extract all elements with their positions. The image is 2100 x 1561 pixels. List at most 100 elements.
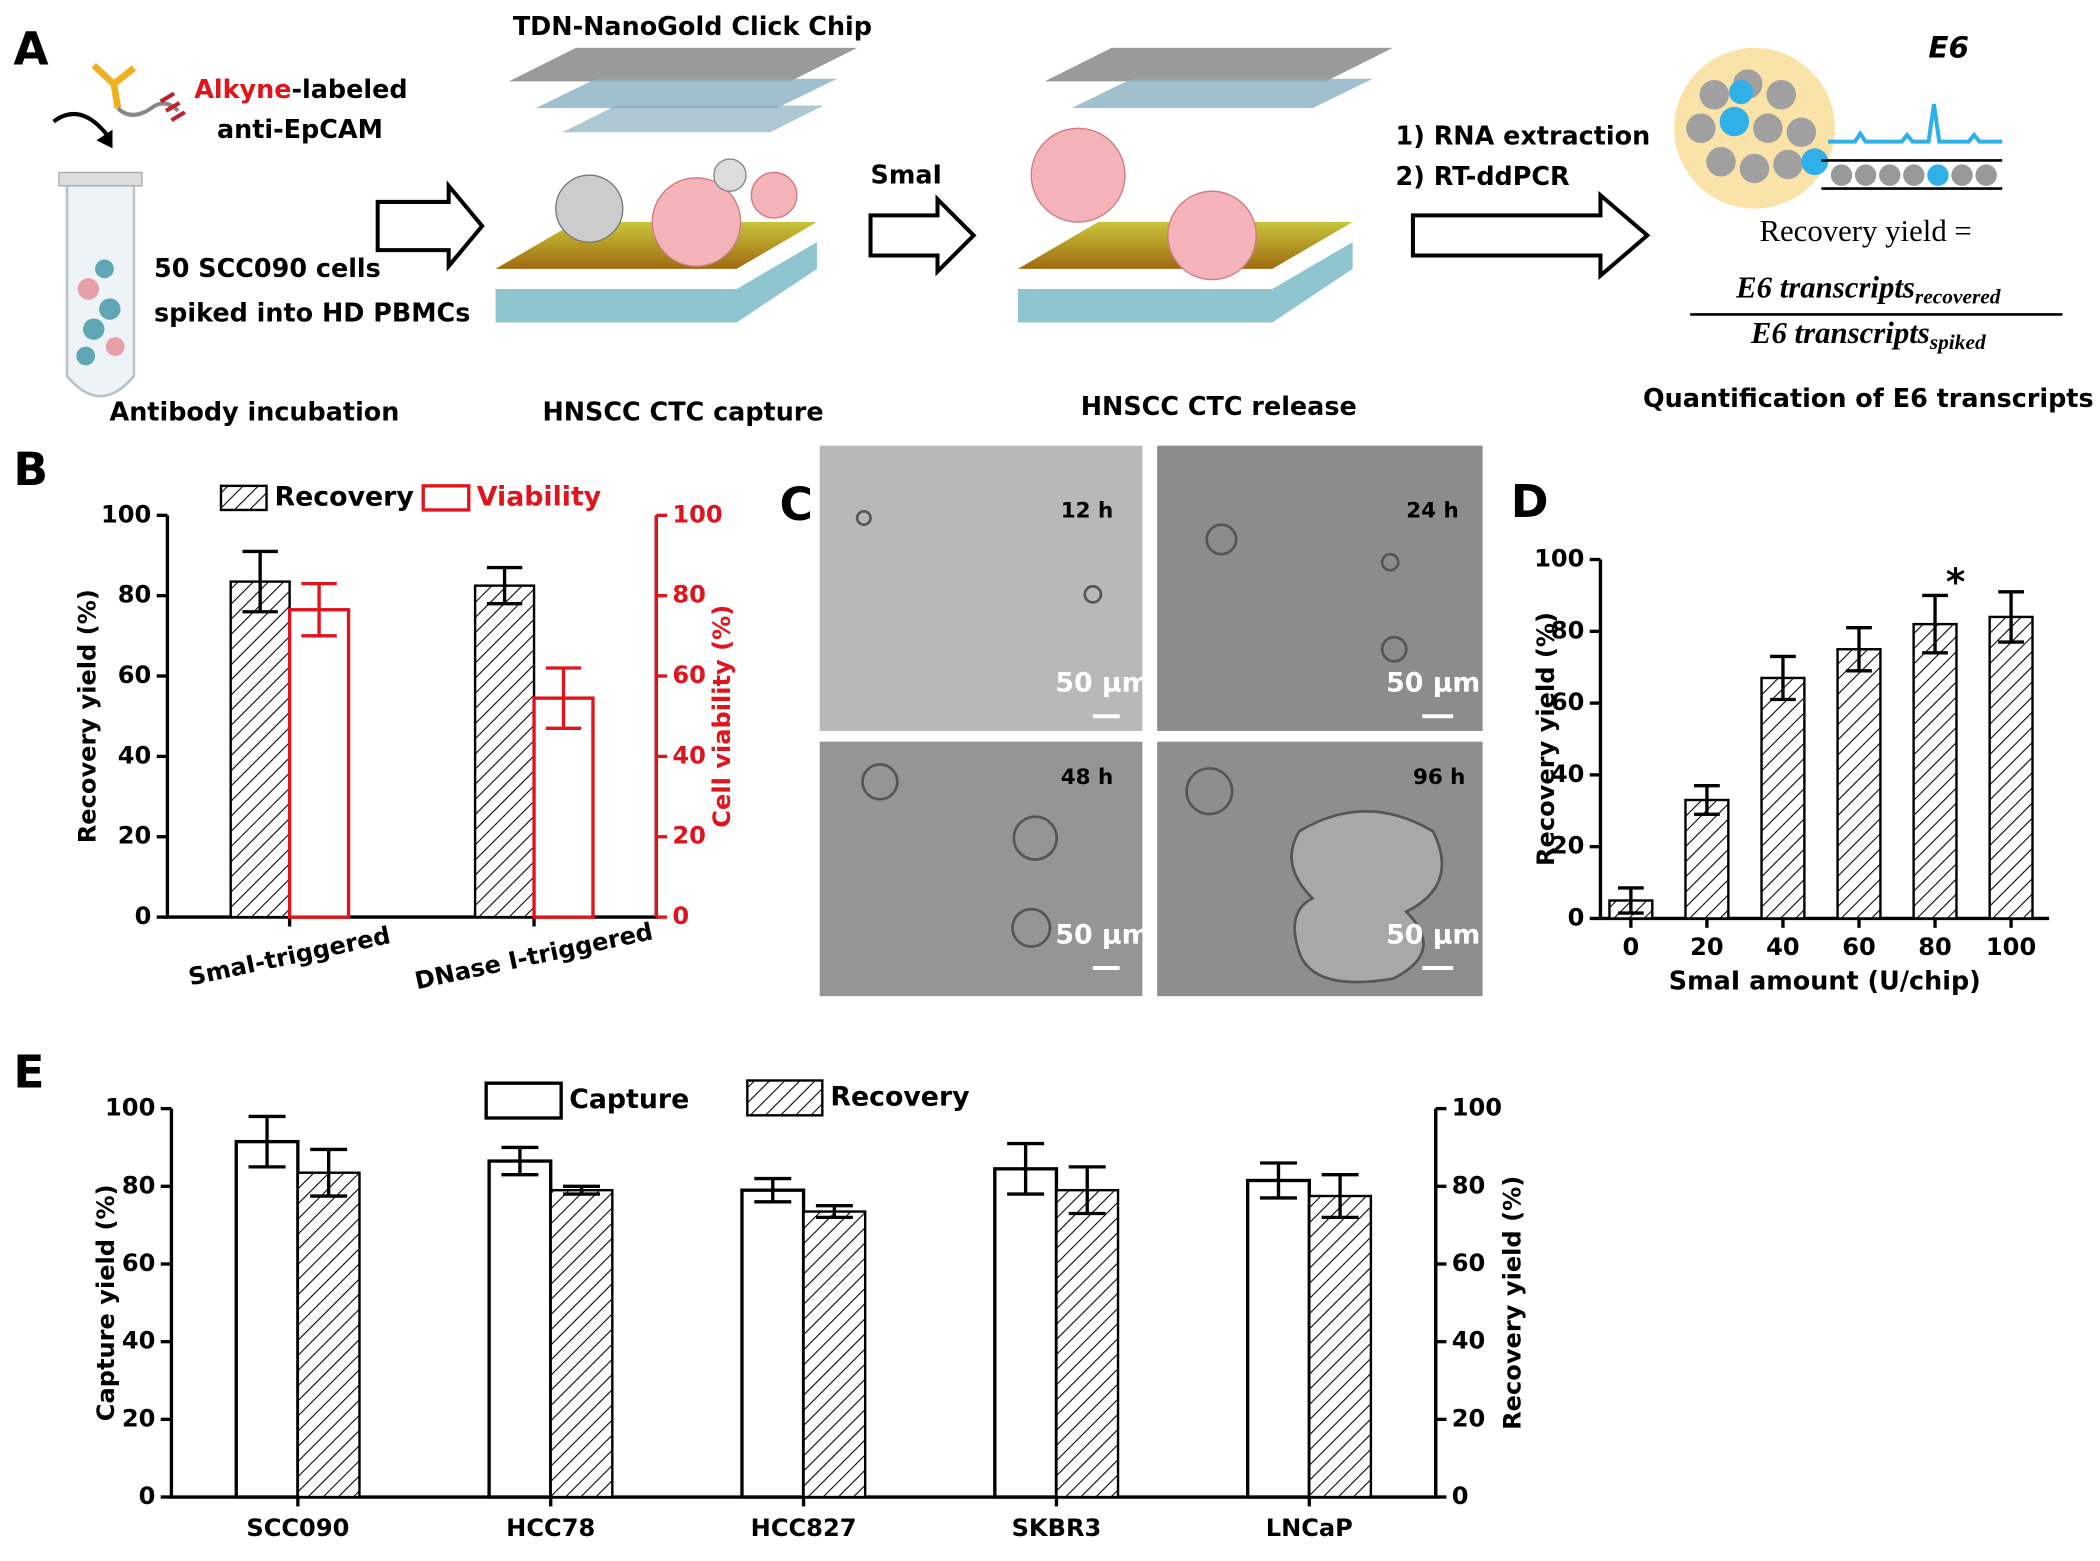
x-tick-label: SmaI-triggered	[186, 921, 393, 991]
y-tick-label: 0	[1568, 903, 1585, 931]
scale-label: 50 µm	[1055, 919, 1149, 950]
y2-tick-label: 60	[1452, 1249, 1486, 1277]
tube	[58, 171, 143, 398]
y-tick-label: 100	[101, 500, 151, 528]
legend-swatch	[219, 484, 268, 512]
panel-a: A Alkyne-labeled anti-EpCAM 50 SCC090 ce…	[13, 11, 2093, 427]
label-part: Alkyne	[194, 74, 291, 104]
formula-part: spiked	[1929, 330, 1986, 354]
x-tick-label: DNase I-triggered	[412, 917, 655, 995]
error-bar	[815, 1204, 853, 1220]
y2-tick-label: 80	[1452, 1171, 1486, 1199]
chart: B 0 20 40 60 80 100 0 20 40 60 80 100 Recovery yield …	[13, 443, 736, 995]
bar	[993, 1167, 1059, 1499]
error-bar	[486, 565, 523, 606]
legend-swatch	[746, 1079, 824, 1117]
y-axis-label: Recovery yield (%)	[73, 589, 101, 843]
label: Alkyne-labeled	[194, 74, 407, 104]
annotation: *	[1946, 560, 1966, 604]
formula-part: E6 transcripts	[1735, 270, 1915, 304]
chart: D 0 20 40 60 80 100 Recovery yield (%) 0 20 40 60 80…	[1511, 475, 2050, 996]
error-bar	[563, 1184, 600, 1196]
y-tick-label: 20	[118, 822, 152, 850]
x-tick-label: 20	[1690, 933, 1724, 961]
bar	[234, 1139, 300, 1499]
x-tick-label: 60	[1842, 933, 1876, 961]
time-label: 24 h	[1406, 498, 1458, 523]
y-tick-label: 100	[1534, 545, 1584, 573]
x-tick-label: 0	[1622, 933, 1639, 961]
y2-tick-label: 20	[1452, 1404, 1486, 1432]
bar	[1684, 798, 1730, 920]
chart: E 0 20 40 60 80 100 0 20 40 60 80 100 Capture yield (…	[13, 1046, 1526, 1543]
bar	[740, 1188, 806, 1499]
y2-tick-label: 40	[1452, 1327, 1486, 1355]
y2-axis-label: Cell viability (%)	[708, 605, 736, 828]
block-arrow	[868, 194, 977, 277]
error-bar	[1259, 1161, 1297, 1200]
y-axis-label: Capture yield (%)	[92, 1184, 120, 1421]
x-tick-label: 40	[1766, 933, 1800, 961]
y-tick-label: 20	[1551, 832, 1585, 860]
label-part: -labeled	[291, 74, 407, 104]
time-label: 48 h	[1061, 765, 1113, 790]
y-tick-label: 60	[118, 661, 152, 689]
y-tick-label: 0	[139, 1482, 156, 1510]
axis-line	[1598, 559, 2050, 921]
panel-c: C 12 h 24 h 48 h 96 h 50 µm 50 µm 50 µm …	[779, 445, 1483, 997]
time-label: 96 h	[1413, 765, 1465, 790]
x-tick-label: 80	[1918, 933, 1952, 961]
error-bar	[1770, 654, 1796, 702]
bar	[473, 584, 536, 919]
chip-title: TDN-NanoGold Click Chip	[513, 11, 872, 41]
legend-swatch	[484, 1081, 563, 1120]
legend-label: Recovery	[830, 1081, 969, 1112]
bar	[549, 1188, 614, 1499]
formula-denominator: E6 transcriptsspiked	[1750, 316, 1986, 354]
y-tick-label: 80	[118, 581, 152, 609]
y2-tick-label: 0	[1452, 1482, 1469, 1510]
x-tick-label: HCC78	[506, 1514, 595, 1542]
bar	[1760, 676, 1806, 920]
y-tick-label: 60	[1551, 688, 1585, 716]
y-axis-label: Recovery yield (%)	[1532, 612, 1560, 866]
legend-label: Recovery	[275, 481, 414, 512]
bar	[487, 1159, 553, 1499]
error-bar	[1321, 1172, 1359, 1220]
error-bar	[301, 581, 337, 638]
step-caption: HNSCC CTC capture	[542, 397, 823, 427]
bar	[1308, 1194, 1373, 1499]
bar	[1246, 1178, 1311, 1499]
micrograph	[1157, 445, 1483, 731]
label: spiked into HD PBMCs	[154, 297, 470, 327]
micrograph	[819, 741, 1143, 997]
y2-tick-label: 100	[1452, 1094, 1502, 1122]
error-bar	[545, 666, 582, 730]
formula-lhs: Recovery yield =	[1759, 214, 1971, 248]
block-arrow	[1410, 190, 1651, 280]
error-bar	[1068, 1165, 1106, 1216]
error-bar	[501, 1145, 539, 1177]
bar	[1836, 648, 1882, 920]
bar	[296, 1171, 361, 1499]
error-bar	[1694, 783, 1720, 817]
error-bar	[1618, 886, 1644, 915]
error-bar	[248, 1114, 286, 1169]
y-tick-label: 0	[135, 902, 152, 930]
y2-tick-label: 80	[672, 581, 706, 609]
legend-swatch	[421, 484, 471, 512]
arrowhead	[96, 129, 113, 149]
error-bar	[1922, 593, 1948, 655]
y2-tick-label: 0	[672, 902, 689, 930]
bar	[287, 608, 351, 919]
error-bar	[242, 549, 278, 614]
formula-part: E6 transcripts	[1750, 316, 1930, 350]
x-tick-label: 100	[1986, 933, 2036, 961]
y2-axis-label: Recovery yield (%)	[1498, 1176, 1526, 1430]
panel-label: C	[779, 478, 812, 531]
bar	[532, 696, 595, 919]
panel-label: E	[13, 1046, 44, 1099]
chip	[1017, 47, 1393, 323]
y-tick-label: 40	[1551, 760, 1585, 788]
y2-tick-label: 60	[672, 661, 706, 689]
